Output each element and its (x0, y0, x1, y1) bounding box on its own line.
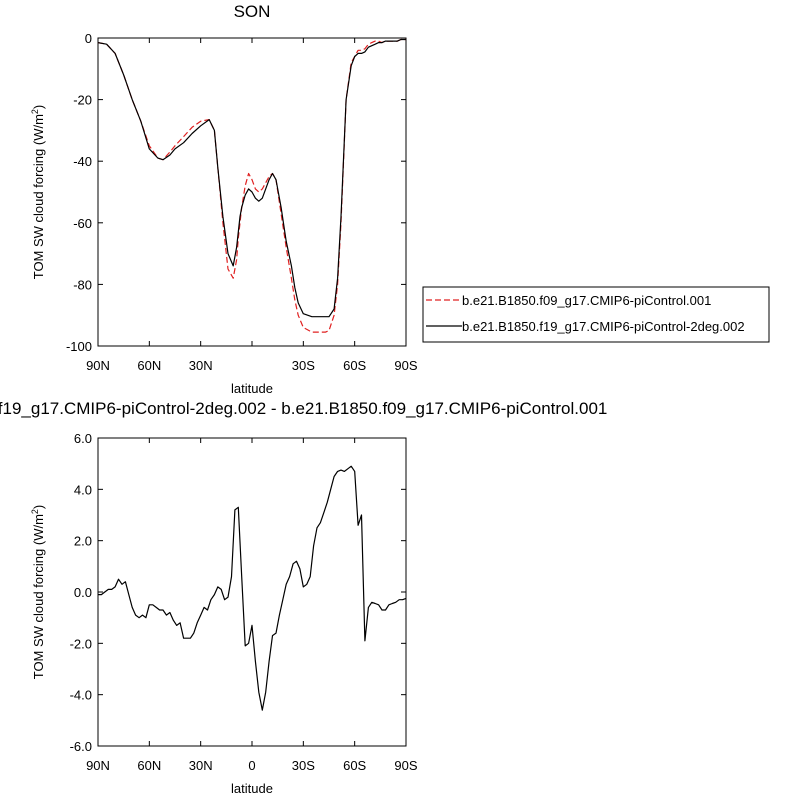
top-y-axis-label-close: ) (31, 105, 46, 109)
y-tick-label: 0.0 (74, 585, 92, 600)
bottom-y-axis-label-close: ) (31, 505, 46, 509)
y-tick-label: -60 (73, 216, 92, 231)
bottom-chart-title: b.e21.B1850.f19_g17.CMIP6-piControl-2deg… (0, 399, 607, 418)
y-tick-label: -2.0 (70, 636, 92, 651)
bottom-x-axis-label: latitude (231, 781, 273, 796)
series-line-1 (98, 465, 407, 711)
y-tick-label: -80 (73, 277, 92, 292)
top-y-ticks: 0 -20 -40 -60 -80 -100 (66, 31, 406, 354)
x-tick-label: 30N (189, 758, 213, 773)
bottom-y-ticks: 6.0 4.0 2.0 0.0 -2.0 -4.0 -6.0 (70, 431, 406, 754)
y-tick-label: -4.0 (70, 688, 92, 703)
x-tick-label: 90S (394, 358, 417, 373)
top-y-axis-label-superscript: 2 (30, 109, 40, 114)
top-panel: SON 0 -20 -40 -60 -80 -100 90N 60N 30N 30S 60S 90S… (30, 2, 770, 396)
x-tick-label: 60N (137, 758, 161, 773)
x-tick-label: 30S (292, 758, 315, 773)
bottom-series-lines (98, 465, 407, 711)
y-tick-label: 2.0 (74, 534, 92, 549)
bottom-y-axis-label-superscript: 2 (30, 509, 40, 514)
x-tick-label: 90S (394, 758, 417, 773)
legend-label-series-1: b.e21.B1850.f09_g17.CMIP6-piControl.001 (462, 293, 711, 308)
x-tick-label: 30S (292, 358, 315, 373)
legend-box (422, 286, 770, 343)
y-tick-label: 4.0 (74, 482, 92, 497)
top-y-axis-label: TOM SW cloud forcing (W/m2) (30, 105, 46, 280)
bottom-panel: b.e21.B1850.f19_g17.CMIP6-piControl-2deg… (0, 399, 607, 796)
y-tick-label: 0 (85, 31, 92, 46)
top-x-ticks: 90N 60N 30N 30S 60S 90S (86, 38, 418, 373)
y-tick-label: -20 (73, 93, 92, 108)
x-tick-label: 30N (189, 358, 213, 373)
bottom-plot-frame (97, 437, 407, 747)
y-tick-label: -40 (73, 154, 92, 169)
x-tick-label: 90N (86, 358, 110, 373)
series-line-2 (97, 38, 406, 318)
bottom-y-axis-label: TOM SW cloud forcing (W/m2) (30, 505, 46, 680)
top-legend: b.e21.B1850.f09_g17.CMIP6-piControl.001 … (422, 286, 770, 343)
legend-label-series-2: b.e21.B1850.f19_g17.CMIP6-piControl-2deg… (462, 319, 745, 334)
y-tick-label: -100 (66, 339, 92, 354)
top-series-lines (97, 38, 406, 333)
y-tick-label: 6.0 (74, 431, 92, 446)
top-x-axis-label: latitude (231, 381, 273, 396)
top-y-axis-label-text: TOM SW cloud forcing (W/m (31, 114, 46, 279)
series-line-1 (97, 38, 406, 333)
y-tick-label: -6.0 (70, 739, 92, 754)
x-tick-label: 60N (137, 358, 161, 373)
top-chart-title: SON (234, 2, 271, 21)
x-tick-label: 90N (86, 758, 110, 773)
x-tick-label: 0 (248, 758, 255, 773)
x-tick-label: 60S (343, 358, 366, 373)
x-tick-label: 60S (343, 758, 366, 773)
bottom-x-ticks: 90N 60N 30N 0 30S 60S 90S (86, 438, 418, 773)
bottom-y-axis-label-text: TOM SW cloud forcing (W/m (31, 514, 46, 679)
